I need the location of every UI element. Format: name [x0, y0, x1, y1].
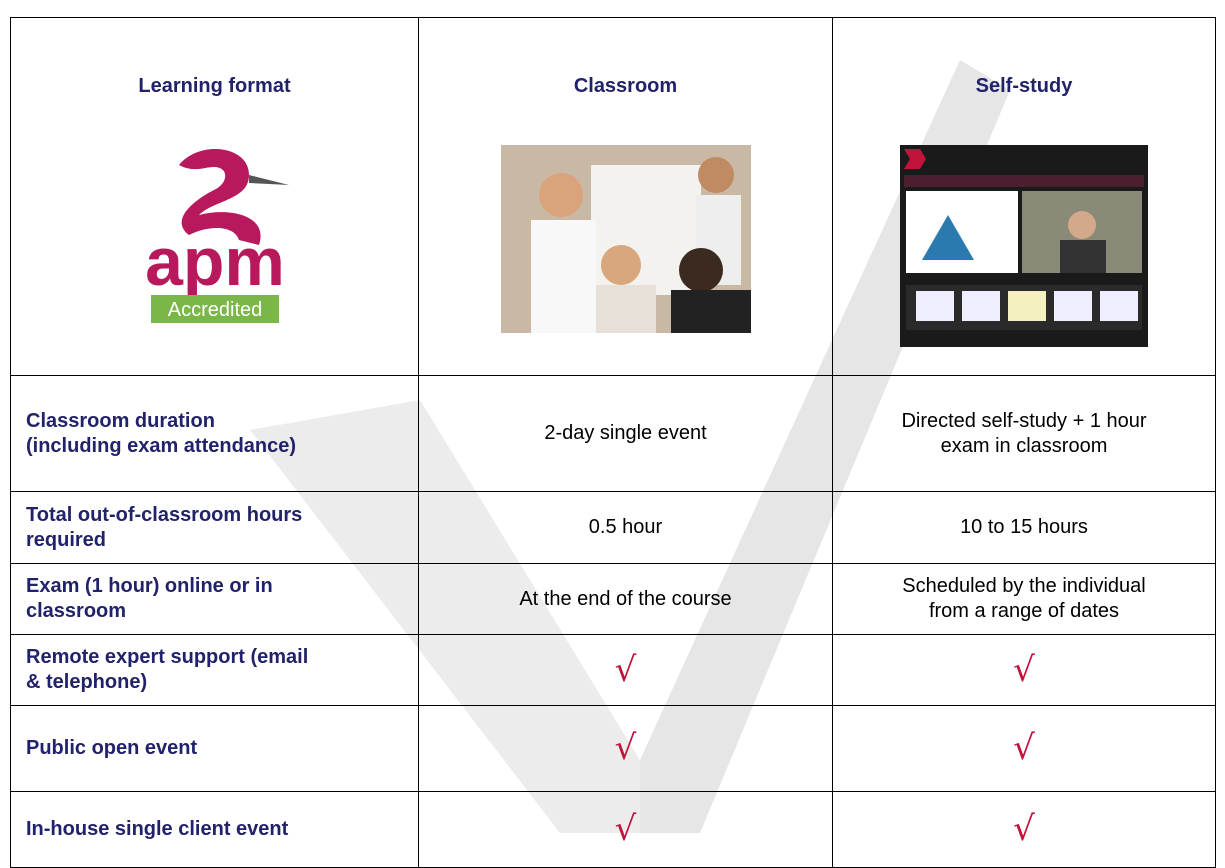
logo-badge: Accredited: [167, 299, 262, 321]
cell: Directed self-study + 1 hour exam in cla…: [832, 375, 1216, 492]
row-label: Exam (1 hour) online or in classroom: [10, 563, 419, 635]
row-label: Public open event: [10, 705, 419, 792]
header-text: Learning format: [138, 75, 291, 97]
row: Classroom duration (including exam atten…: [10, 375, 1216, 492]
row-label: Remote expert support (email & telephone…: [10, 634, 419, 706]
check-mark: √: [832, 791, 1216, 868]
check-mark: √: [832, 634, 1216, 706]
page: Learning format apm Accredited Classroom…: [10, 17, 1216, 868]
row-label: In-house single client event: [10, 791, 419, 868]
header-cell: Classroom: [418, 17, 833, 376]
check-mark: √: [418, 705, 833, 792]
row: Public open event √ √: [10, 705, 1216, 792]
header-text: Classroom: [573, 75, 678, 97]
check-mark: √: [418, 634, 833, 706]
header-text: Self-study: [975, 75, 1073, 97]
header-cell: Self-study: [832, 17, 1216, 376]
row: Remote expert support (email & telephone…: [10, 634, 1216, 706]
row: Exam (1 hour) online or in classroom At …: [10, 563, 1216, 635]
cell: 10 to 15 hours: [832, 491, 1216, 564]
row: Total out-of-classroom hours required 0.…: [10, 491, 1216, 564]
classroom-photo: [500, 145, 751, 333]
check-mark: √: [832, 705, 1216, 792]
apm-logo: apm Accredited: [145, 148, 289, 323]
cell: 2-day single event: [418, 375, 833, 492]
row-label: Total out-of-classroom hours required: [10, 491, 419, 564]
self-study-screenshot: [900, 145, 1148, 347]
row: In-house single client event √ √: [10, 791, 1216, 868]
comparison-table: Learning format apm Accredited Classroom…: [10, 17, 1216, 868]
row-label: Classroom duration (including exam atten…: [10, 375, 419, 492]
header-cell: Learning format apm Accredited: [10, 17, 419, 376]
cell: At the end of the course: [418, 563, 833, 635]
check-mark: √: [418, 791, 833, 868]
cell: Scheduled by the individual from a range…: [832, 563, 1216, 635]
header-row: Learning format apm Accredited Classroom…: [10, 17, 1216, 376]
cell: 0.5 hour: [418, 491, 833, 564]
logo-mark: apm: [145, 224, 285, 300]
